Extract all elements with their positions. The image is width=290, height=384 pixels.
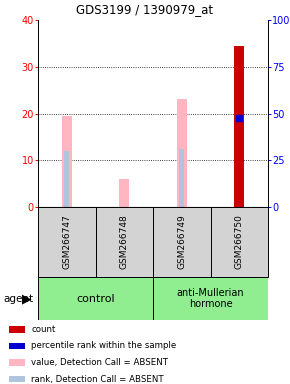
Bar bbox=[95, 207, 153, 277]
Text: GSM266747: GSM266747 bbox=[62, 215, 71, 269]
Bar bbox=[153, 277, 268, 320]
Bar bbox=[119, 179, 129, 207]
Text: GSM266750: GSM266750 bbox=[235, 215, 244, 270]
Bar bbox=[38, 277, 153, 320]
Text: value, Detection Call = ABSENT: value, Detection Call = ABSENT bbox=[31, 358, 168, 367]
Bar bbox=[9, 326, 26, 333]
Bar bbox=[61, 116, 72, 207]
Bar bbox=[211, 207, 268, 277]
Bar bbox=[177, 99, 187, 207]
Text: agent: agent bbox=[3, 293, 33, 303]
Text: GDS3199 / 1390979_at: GDS3199 / 1390979_at bbox=[77, 3, 213, 16]
Bar bbox=[9, 343, 26, 349]
Text: anti-Mullerian
hormone: anti-Mullerian hormone bbox=[177, 288, 244, 309]
Text: GSM266749: GSM266749 bbox=[177, 215, 186, 269]
Text: rank, Detection Call = ABSENT: rank, Detection Call = ABSENT bbox=[31, 374, 164, 384]
Text: control: control bbox=[76, 293, 115, 303]
Bar bbox=[38, 207, 95, 277]
Bar bbox=[64, 151, 69, 207]
Bar bbox=[180, 149, 184, 207]
Text: GSM266748: GSM266748 bbox=[120, 215, 129, 269]
Bar bbox=[234, 46, 244, 207]
Bar bbox=[153, 207, 211, 277]
Bar bbox=[9, 376, 26, 382]
Text: count: count bbox=[31, 325, 55, 334]
Text: percentile rank within the sample: percentile rank within the sample bbox=[31, 341, 176, 351]
Bar bbox=[9, 359, 26, 366]
Text: ▶: ▶ bbox=[21, 292, 31, 305]
